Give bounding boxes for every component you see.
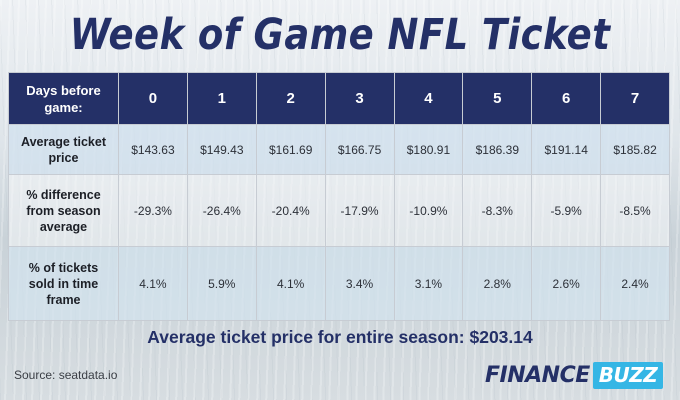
table-row: Average ticket price $143.63 $149.43 $16… — [8, 124, 670, 175]
table-cell: $161.69 — [255, 124, 326, 175]
page-title: Week of Game NFL Ticket Costs — [69, 10, 611, 122]
column-header: 2 — [255, 72, 326, 125]
table-cell: 3.4% — [324, 246, 395, 321]
table-cell: 5.9% — [186, 246, 257, 321]
table-cell: $180.91 — [393, 124, 464, 175]
table-cell: $143.63 — [118, 124, 188, 175]
table-cell: $166.75 — [324, 124, 395, 175]
table-cell: 3.1% — [393, 246, 464, 321]
table-cell: -20.4% — [255, 174, 326, 247]
table-cell: -29.3% — [118, 174, 188, 247]
column-header: 6 — [531, 72, 602, 125]
table-cell: 4.1% — [255, 246, 326, 321]
table-cell: $185.82 — [600, 124, 670, 175]
table-row: % difference from season average -29.3% … — [8, 174, 670, 247]
column-header: 5 — [462, 72, 533, 125]
table-cell: 2.8% — [462, 246, 533, 321]
column-header: 0 — [118, 72, 188, 125]
table-cell: $191.14 — [531, 124, 602, 175]
table-cell: $149.43 — [186, 124, 257, 175]
column-header: 7 — [600, 72, 670, 125]
financebuzz-logo: FINANCE BUZZ — [485, 360, 664, 390]
table-cell: -8.3% — [462, 174, 533, 247]
row-label: Average ticket price — [8, 124, 119, 175]
table-cell: -17.9% — [324, 174, 395, 247]
table-cell: -10.9% — [393, 174, 464, 247]
row-label: % of tickets sold in time frame — [8, 246, 119, 321]
header-label: Days before game: — [8, 72, 119, 125]
ticket-cost-table: Days before game: 0 1 2 3 4 5 6 7 Averag… — [8, 72, 670, 321]
column-header: 3 — [324, 72, 395, 125]
table-cell: -26.4% — [186, 174, 257, 247]
table-cell: 4.1% — [118, 246, 188, 321]
row-label: % difference from season average — [8, 174, 119, 247]
table-cell: 2.6% — [531, 246, 602, 321]
table-cell: 2.4% — [600, 246, 670, 321]
source-note: Source: seatdata.io — [14, 368, 118, 382]
header-row: Days before game: 0 1 2 3 4 5 6 7 — [8, 72, 670, 125]
column-header: 4 — [393, 72, 464, 125]
table-cell: -5.9% — [531, 174, 602, 247]
table-cell: $186.39 — [462, 124, 533, 175]
table-cell: -8.5% — [600, 174, 670, 247]
logo-text-finance: FINANCE — [485, 362, 590, 388]
season-average-note: Average ticket price for entire season: … — [147, 327, 533, 347]
table-row: % of tickets sold in time frame 4.1% 5.9… — [8, 246, 670, 321]
logo-text-buzz: BUZZ — [592, 361, 664, 389]
column-header: 1 — [186, 72, 257, 125]
